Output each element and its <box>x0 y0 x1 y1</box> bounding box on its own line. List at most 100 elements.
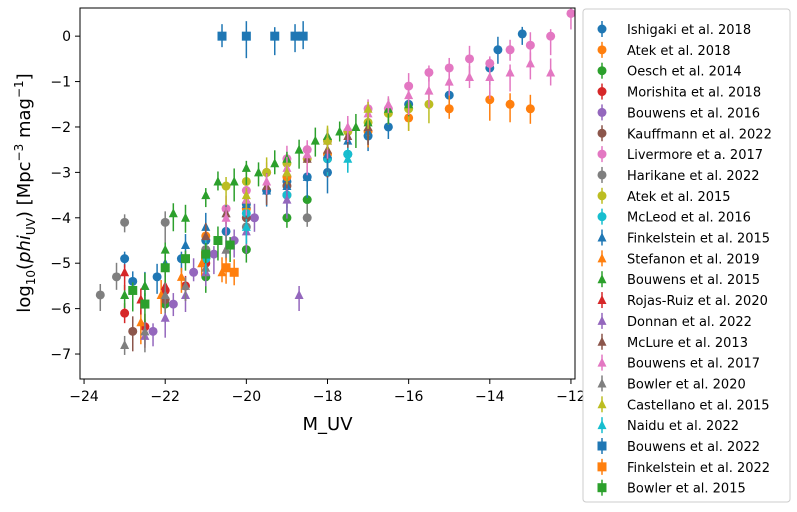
data-point <box>241 221 251 231</box>
data-point <box>120 254 130 264</box>
legend-entry: Bouwens et al. 2015 <box>597 271 760 288</box>
y-tick-label: −1 <box>50 75 71 91</box>
x-tick-label: −18 <box>313 389 343 405</box>
data-point <box>241 190 251 200</box>
data-point <box>176 271 186 281</box>
data-point <box>213 176 223 186</box>
legend-entry: Ishigaki et al. 2018 <box>597 21 751 38</box>
y-axis-label-part: mag <box>14 98 35 144</box>
data-point <box>424 67 434 77</box>
legend-entry: McLeod et al. 2016 <box>597 208 751 226</box>
data-point <box>221 212 231 222</box>
series-16 <box>221 52 556 237</box>
legend-entry: Stefanon et al. 2019 <box>597 250 760 267</box>
legend-entry: Morishita et al. 2018 <box>597 83 761 101</box>
series-10 <box>140 120 373 303</box>
legend-entry: McLure et al. 2013 <box>597 333 748 351</box>
y-tick-label: −6 <box>50 302 71 318</box>
data-point <box>120 267 130 277</box>
legend-entry: Donnan et al. 2022 <box>597 312 752 330</box>
legend-label: McLeod et al. 2016 <box>627 211 751 226</box>
series-21 <box>221 257 239 286</box>
y-axis-label-part: ] <box>14 73 35 80</box>
data-point <box>383 122 393 132</box>
series-2 <box>160 184 312 324</box>
data-point <box>95 290 105 300</box>
data-point <box>221 263 231 273</box>
legend-entry: Bouwens et al. 2022 <box>597 438 760 455</box>
data-point <box>160 217 170 227</box>
y-tick-label: −7 <box>50 347 71 363</box>
series-18 <box>241 101 373 211</box>
data-point <box>444 76 454 86</box>
x-tick-label: −20 <box>232 389 262 405</box>
data-point <box>120 289 130 299</box>
data-point <box>290 31 300 41</box>
data-point <box>168 299 178 309</box>
legend-label: Livermore et a. 2017 <box>627 148 763 163</box>
legend-entry: Castellano et al. 2015 <box>597 396 770 413</box>
data-point <box>225 240 235 250</box>
data-point <box>160 244 170 254</box>
plot-frame <box>79 7 576 380</box>
legend-label: Atek et al. 2018 <box>627 44 731 59</box>
legend-label: Finkelstein et al. 2022 <box>627 461 770 476</box>
legend-marker <box>597 462 607 472</box>
data-point <box>249 213 259 223</box>
legend-marker <box>597 357 607 367</box>
data-point <box>148 326 158 336</box>
legend-entry: Atek et al. 2015 <box>597 187 731 205</box>
series-7 <box>95 184 312 311</box>
y-tick-label: −5 <box>50 256 71 272</box>
data-point <box>120 217 130 227</box>
data-point <box>546 67 556 77</box>
data-point <box>343 153 353 163</box>
data-point <box>404 90 414 100</box>
legend-marker <box>597 87 607 97</box>
data-point <box>505 45 515 55</box>
y-tick-label: −2 <box>50 120 71 136</box>
data-point <box>180 240 190 250</box>
data-point <box>546 31 556 41</box>
data-point <box>168 208 178 218</box>
legend-marker <box>597 420 607 430</box>
legend-entry: Bouwens et al. 2016 <box>597 104 760 121</box>
legend-label: Naidu et al. 2022 <box>627 419 739 434</box>
data-point <box>282 167 292 177</box>
plot-content <box>95 8 575 355</box>
data-point <box>180 254 190 264</box>
data-point <box>262 176 272 186</box>
data-point <box>282 194 292 204</box>
y-axis-label-part: ) [Mpc <box>14 161 35 218</box>
legend-label: Harikane et al. 2022 <box>627 169 760 184</box>
data-point <box>221 181 231 191</box>
data-point <box>152 272 162 282</box>
y-axis-label-part: −1 <box>12 80 26 98</box>
legend-marker <box>597 378 607 388</box>
legend-marker <box>597 295 607 305</box>
legend-entry: Finkelstein et al. 2022 <box>597 458 770 476</box>
legend-label: Finkelstein et al. 2015 <box>627 232 770 247</box>
legend-marker <box>597 483 607 493</box>
data-point <box>128 276 138 286</box>
legend-label: Ishigaki et al. 2018 <box>627 23 751 38</box>
legend-label: Atek et al. 2015 <box>627 190 731 205</box>
x-tick-label: −14 <box>475 389 505 405</box>
data-point <box>180 280 190 290</box>
legend-entry: Kauffmann et al. 2022 <box>597 125 772 142</box>
data-point <box>298 31 308 41</box>
data-point <box>505 67 515 77</box>
data-point <box>140 326 150 336</box>
legend: Ishigaki et al. 2018 Atek et al. 2018 Oesc… <box>582 8 791 503</box>
data-point <box>160 289 170 299</box>
data-point <box>302 213 312 223</box>
y-axis-label-part: log <box>14 285 35 312</box>
legend-entry: Finkelstein et al. 2015 <box>597 229 770 247</box>
data-point <box>505 99 515 109</box>
legend-label: Morishita et al. 2018 <box>627 86 761 101</box>
data-point <box>180 212 190 222</box>
legend-entry: Bouwens et al. 2017 <box>597 354 760 372</box>
y-tick-label: −3 <box>50 165 71 181</box>
data-point <box>229 176 239 186</box>
